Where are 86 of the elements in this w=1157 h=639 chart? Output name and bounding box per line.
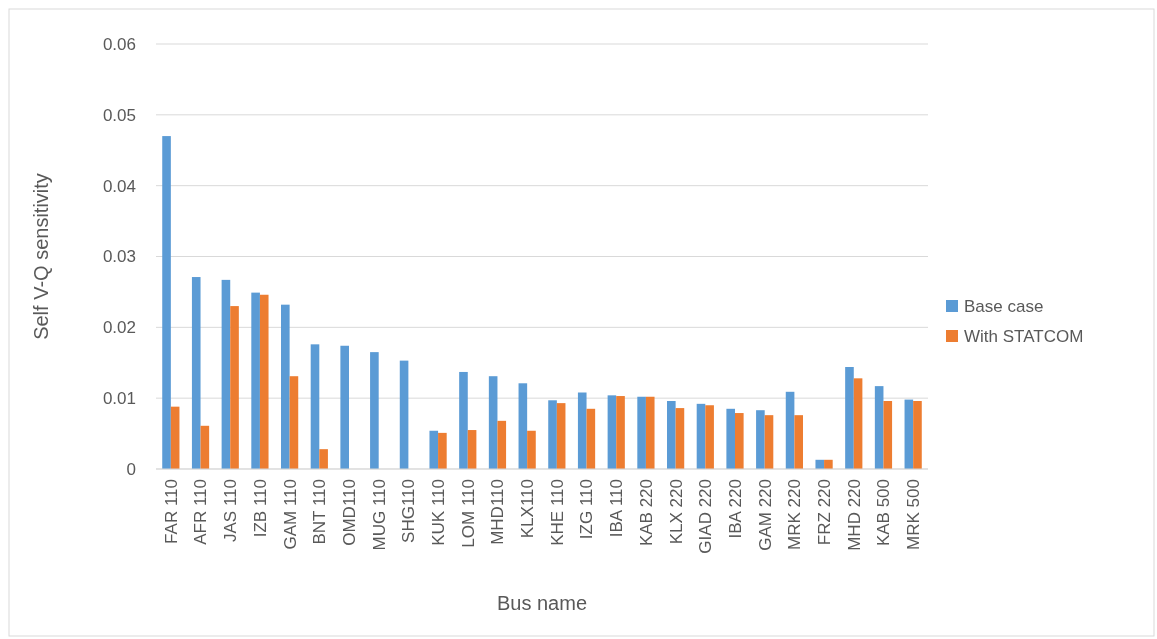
x-tick-label: IZG 110 [577,479,597,540]
y-tick-label: 0.01 [102,389,136,409]
x-tick-label: KLX110 [518,479,538,539]
y-tick-label: 0 [126,459,136,479]
x-axis-title: Bus name [496,592,588,614]
bar [370,352,379,469]
bar [459,371,468,469]
y-tick-label: 0.02 [102,318,136,338]
bar [319,449,328,469]
bar [904,399,914,469]
bar [518,383,528,469]
bar [667,401,676,469]
bar [289,376,299,469]
bar [815,459,825,469]
legend-label: Base case [964,296,1044,316]
bar [586,408,596,469]
bar [488,376,498,469]
x-tick-label: BNT 110 [310,479,330,545]
bar [438,432,447,469]
x-tick-label: KHE 110 [547,479,567,546]
x-tick-label: MUG 110 [369,479,389,551]
x-tick-label: MRK 220 [785,479,805,550]
x-tick-label: IZB 110 [250,479,270,538]
bar [824,459,833,469]
bar [467,430,477,469]
x-tick-label: KAB 220 [636,479,656,547]
y-tick-label: 0.05 [102,105,136,125]
bar [756,410,765,469]
x-tick-label: MHD110 [488,479,508,545]
bar [281,304,290,469]
bar [874,386,884,469]
bar [883,401,893,469]
bar [548,400,557,469]
bar [251,292,260,469]
bar [696,403,706,469]
bar [170,406,180,469]
bar [675,408,685,469]
x-tick-label: MRK 500 [904,479,924,550]
bar [577,392,587,469]
x-tick-label: IBA 110 [607,479,627,538]
bar [497,420,507,469]
x-tick-label: GAM 110 [280,479,300,550]
bar [794,415,803,469]
bar [527,430,536,469]
x-tick-label: MHD 220 [844,479,864,551]
y-axis-title: Self V-Q sensitivity [30,173,52,340]
bar [645,396,655,469]
x-tick-label: LOM 110 [458,479,478,548]
y-tick-label: 0.04 [102,176,136,196]
bar [764,415,774,469]
x-tick-label: IBA 220 [725,479,745,539]
bar [399,360,409,469]
x-tick-label: GIAD 220 [696,479,716,554]
bar [637,396,646,469]
x-tick-label: FAR 110 [161,479,181,544]
x-tick-label: AFR 110 [191,479,211,545]
bar [259,294,269,469]
bar [162,136,171,469]
bar [705,405,714,469]
x-tick-label: KAB 500 [874,479,894,547]
x-tick-label: OMD110 [339,479,359,546]
bar [735,413,744,469]
x-tick-label: GAM 220 [755,479,775,551]
bar [310,344,320,469]
bar [429,430,439,469]
x-tick-label: FRZ 220 [815,479,835,546]
bar [913,401,922,469]
bar [616,396,625,469]
bar [200,425,210,469]
legend-label: With STATCOM [964,326,1084,346]
bar [221,279,231,469]
bar [607,395,617,469]
bar [340,345,349,469]
bar [845,367,854,469]
bar [726,408,735,469]
y-tick-label: 0.06 [102,34,136,54]
x-tick-label: SHG110 [399,479,419,543]
bar [230,306,239,469]
x-tick-label: KUK 110 [429,479,449,546]
x-tick-label: JAS 110 [221,479,241,543]
bar [785,391,795,469]
bar [556,403,566,469]
bar [853,378,863,469]
y-tick-label: 0.03 [102,247,136,267]
bar [191,277,201,469]
x-tick-label: KLX 220 [666,479,686,545]
